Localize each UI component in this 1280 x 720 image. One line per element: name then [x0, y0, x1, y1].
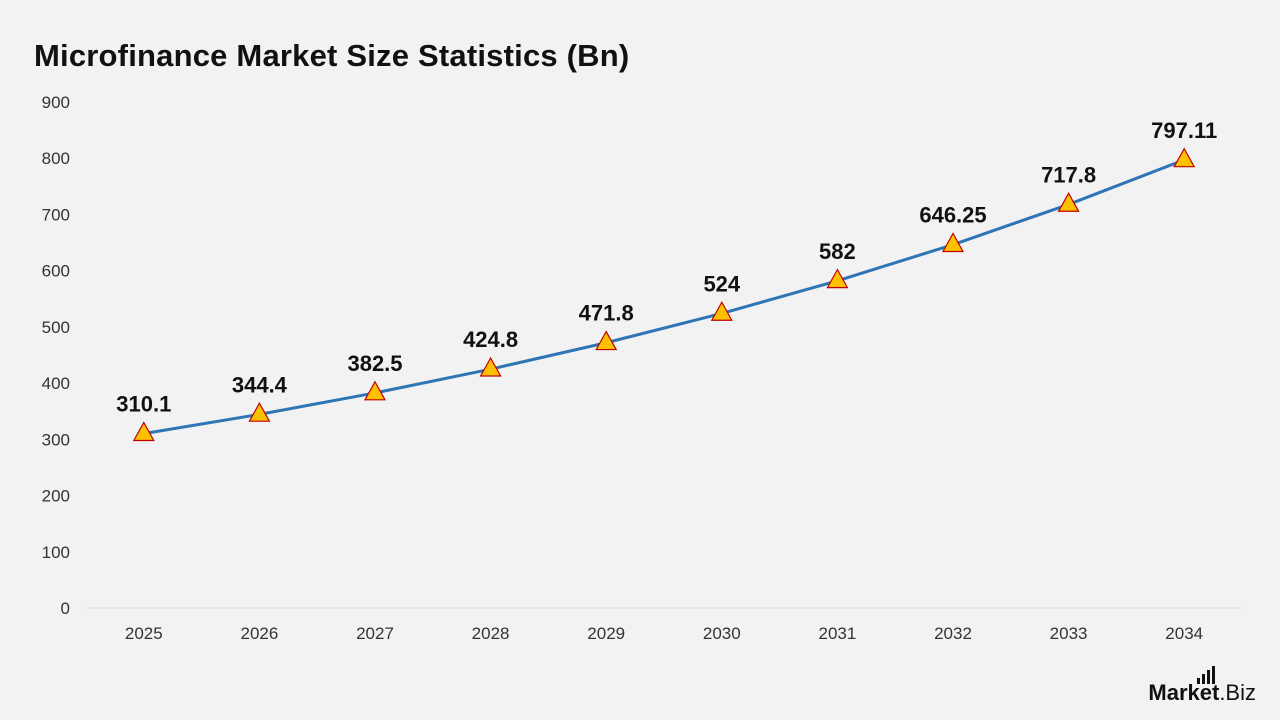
data-point-marker: [595, 330, 618, 351]
data-label: 524: [703, 271, 740, 296]
data-point-marker: [1057, 192, 1080, 212]
x-tick-label: 2029: [587, 624, 625, 643]
y-tick-label: 600: [42, 262, 70, 281]
bar-chart-icon: [1197, 666, 1215, 684]
data-label: 646.25: [919, 203, 986, 228]
y-axis: 0 100 200 300 400 500 600 700 800 900: [42, 93, 70, 618]
data-point-marker: [941, 232, 965, 253]
y-tick-label: 0: [61, 599, 70, 618]
chart-title: Microfinance Market Size Statistics (Bn): [34, 38, 630, 73]
y-tick-label: 200: [42, 487, 70, 506]
data-point-marker: [826, 268, 849, 289]
data-label: 310.1: [116, 392, 171, 417]
x-axis: 2025 2026 2027 2028 2029 2030 2031 2032 2033 2034: [86, 607, 1242, 643]
data-label: 797.11: [1151, 118, 1217, 143]
data-point-marker: [248, 401, 271, 422]
data-label: 582: [819, 239, 856, 264]
x-tick-label: 2025: [125, 624, 163, 643]
data-point-marker: [710, 301, 733, 321]
data-label: 424.8: [463, 327, 518, 352]
y-tick-label: 700: [42, 205, 70, 224]
data-label: 382.5: [347, 351, 402, 376]
series-line: [143, 158, 1185, 436]
x-tick-label: 2031: [818, 624, 856, 643]
y-tick-label: 900: [42, 93, 70, 112]
data-label: 471.8: [579, 301, 634, 326]
x-tick-label: 2032: [934, 624, 972, 643]
brand-name: Market: [1148, 680, 1220, 705]
x-tick-label: 2033: [1050, 624, 1088, 643]
x-tick-label: 2028: [472, 624, 510, 643]
data-point-marker: [479, 356, 502, 377]
x-tick-label: 2030: [703, 624, 741, 643]
data-point-marker: [363, 380, 387, 401]
y-tick-label: 100: [42, 543, 70, 562]
series-group: [132, 147, 1196, 442]
data-label: 717.8: [1041, 162, 1096, 187]
x-tick-label: 2026: [240, 624, 278, 643]
x-tick-label: 2034: [1165, 624, 1203, 643]
y-tick-label: 300: [42, 430, 70, 449]
y-tick-label: 500: [42, 318, 70, 337]
brand-suffix: .Biz: [1219, 680, 1256, 705]
y-tick-label: 400: [42, 374, 70, 393]
data-point-marker: [132, 421, 155, 442]
data-point-marker: [1173, 147, 1196, 168]
x-tick-label: 2027: [356, 624, 394, 643]
brand-logo: Market .Biz: [1148, 666, 1256, 706]
y-tick-label: 800: [42, 149, 70, 168]
data-labels: 310.1 344.4 382.5 424.8 471.8 524 582 646.25 717…: [116, 118, 1217, 417]
data-label: 344.4: [232, 372, 288, 397]
